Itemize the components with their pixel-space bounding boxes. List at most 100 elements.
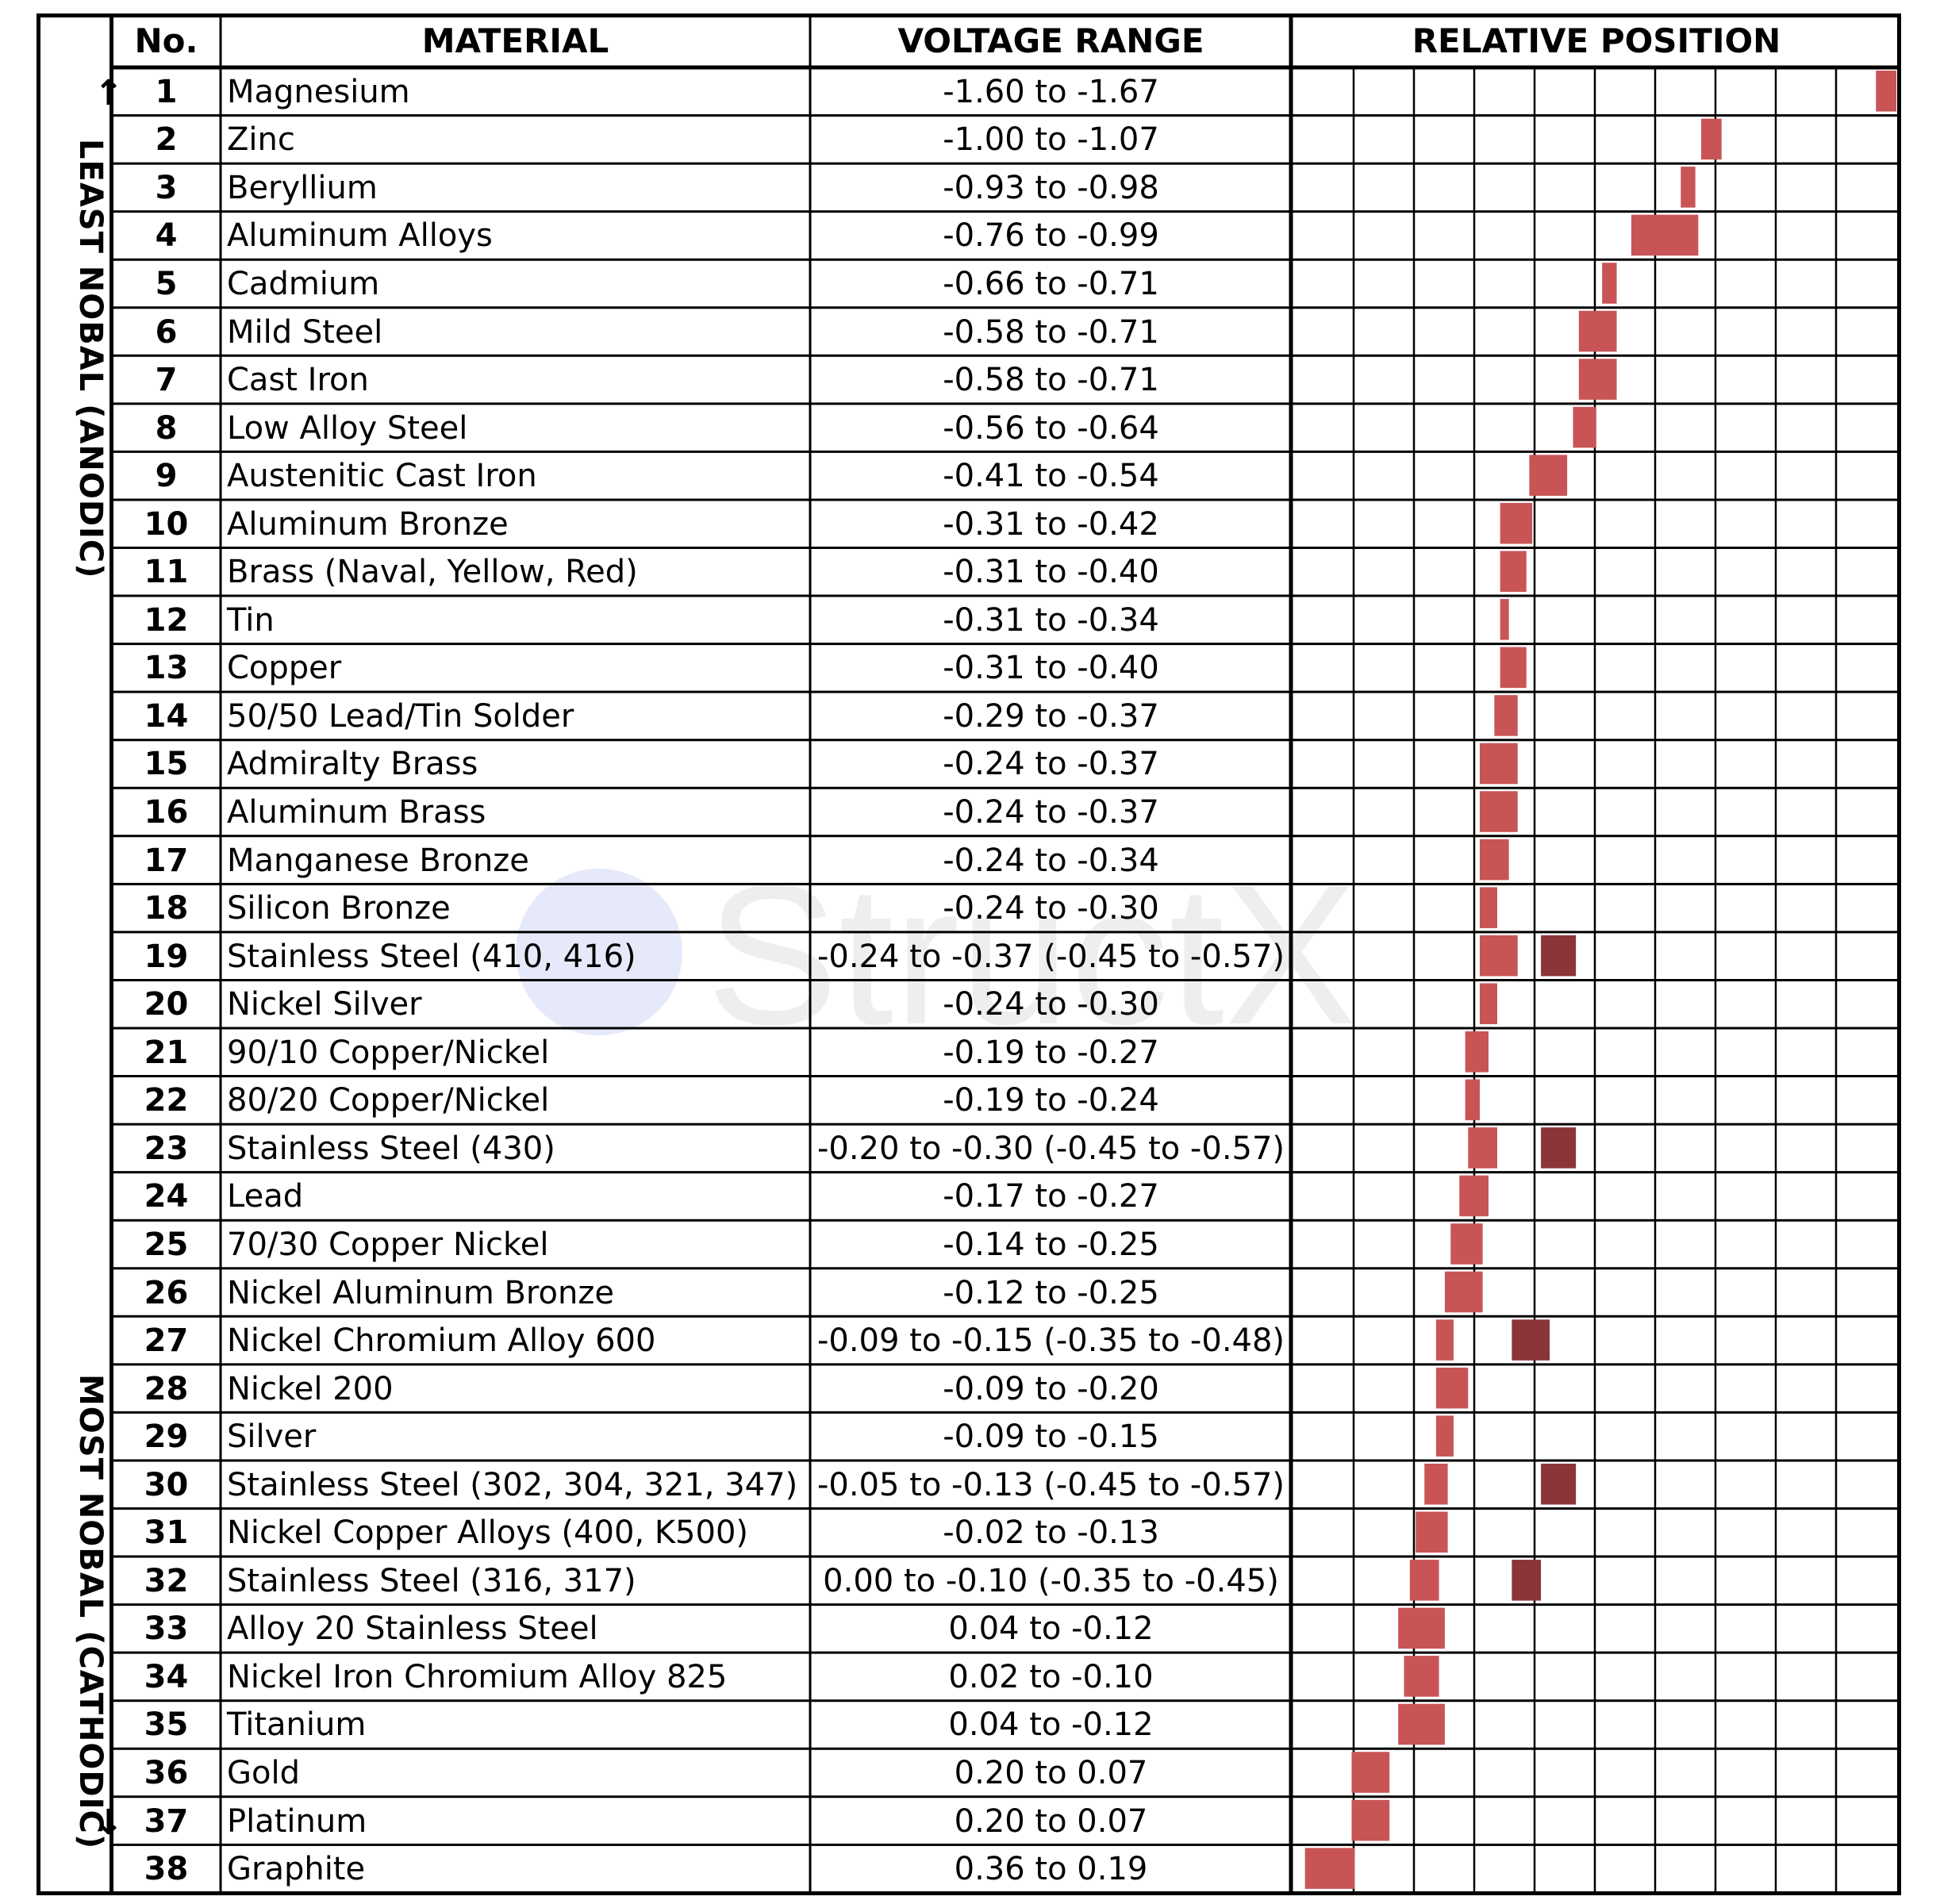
voltage-range: -0.29 to -0.37 bbox=[943, 697, 1159, 735]
voltage-bar bbox=[1398, 1607, 1445, 1649]
voltage-bar bbox=[1573, 406, 1596, 448]
voltage-bar bbox=[1435, 1367, 1469, 1409]
voltage-range: 0.04 to -0.12 bbox=[948, 1610, 1154, 1648]
voltage-bar bbox=[1479, 887, 1498, 928]
voltage-range: -0.05 to -0.13 (-0.45 to -0.57) bbox=[816, 1466, 1285, 1503]
voltage-bar bbox=[1494, 695, 1518, 736]
least-noble-label: LEAST NOBAL (ANODIC) bbox=[72, 139, 109, 579]
voltage-range: -0.02 to -0.13 bbox=[943, 1514, 1159, 1552]
down-arrow-icon: ↓ bbox=[94, 1802, 124, 1843]
material-name: Aluminum Brass bbox=[227, 794, 486, 831]
material-name: Nickel Silver bbox=[227, 986, 422, 1023]
material-name: Alloy 20 Stainless Steel bbox=[227, 1610, 598, 1648]
row-number: 30 bbox=[144, 1466, 189, 1503]
voltage-bar bbox=[1578, 359, 1617, 400]
material-name: Zinc bbox=[227, 121, 295, 159]
material-name: Aluminum Bronze bbox=[227, 505, 509, 543]
material-name: Nickel Iron Chromium Alloy 825 bbox=[227, 1658, 728, 1695]
row-number: 14 bbox=[144, 697, 189, 735]
voltage-bar bbox=[1435, 1415, 1454, 1457]
row-number: 18 bbox=[144, 890, 189, 927]
material-name: Stainless Steel (410, 416) bbox=[227, 938, 636, 975]
voltage-range: -0.24 to -0.34 bbox=[943, 842, 1159, 879]
voltage-bar bbox=[1500, 599, 1509, 640]
voltage-range: 0.36 to 0.19 bbox=[954, 1851, 1148, 1888]
voltage-range: -1.60 to -1.67 bbox=[943, 73, 1159, 110]
row-number: 13 bbox=[144, 650, 189, 687]
material-name: Gold bbox=[227, 1755, 300, 1792]
row-number: 1 bbox=[155, 73, 178, 110]
voltage-range: 0.02 to -0.10 bbox=[948, 1658, 1154, 1695]
voltage-bar bbox=[1500, 647, 1527, 689]
row-number: 37 bbox=[144, 1802, 189, 1840]
row-number: 4 bbox=[155, 217, 178, 255]
row-number: 12 bbox=[144, 601, 189, 639]
material-name: 50/50 Lead/Tin Solder bbox=[227, 697, 574, 735]
row-number: 32 bbox=[144, 1562, 189, 1599]
material-name: Low Alloy Steel bbox=[227, 409, 468, 447]
row-number: 6 bbox=[155, 313, 178, 351]
material-name: Nickel Chromium Alloy 600 bbox=[227, 1322, 656, 1360]
header-material: MATERIAL bbox=[421, 21, 609, 60]
voltage-range: -0.31 to -0.40 bbox=[943, 650, 1159, 687]
voltage-range: -0.93 to -0.98 bbox=[943, 169, 1159, 206]
voltage-range: -0.58 to -0.71 bbox=[943, 362, 1159, 399]
watermark-circle-icon bbox=[516, 869, 682, 1035]
material-name: Copper bbox=[227, 650, 342, 687]
voltage-bar bbox=[1351, 1799, 1390, 1841]
voltage-bar bbox=[1681, 167, 1696, 208]
voltage-bar bbox=[1465, 1031, 1489, 1073]
voltage-range: -0.41 to -0.54 bbox=[943, 458, 1159, 495]
voltage-range: 0.20 to 0.07 bbox=[954, 1802, 1148, 1840]
row-number: 7 bbox=[155, 362, 178, 399]
row-number: 10 bbox=[144, 505, 189, 543]
voltage-range: -0.58 to -0.71 bbox=[943, 313, 1159, 351]
material-name: Stainless Steel (316, 317) bbox=[227, 1562, 636, 1599]
material-name: Nickel 200 bbox=[227, 1370, 394, 1407]
voltage-bar bbox=[1602, 263, 1617, 304]
voltage-range: -0.66 to -0.71 bbox=[943, 265, 1159, 302]
material-name: Beryllium bbox=[227, 169, 378, 206]
voltage-range: -0.24 to -0.30 bbox=[943, 890, 1159, 927]
voltage-range: 0.04 to -0.12 bbox=[948, 1706, 1154, 1744]
voltage-bar bbox=[1450, 1223, 1483, 1265]
row-number: 23 bbox=[144, 1130, 189, 1167]
row-number: 25 bbox=[144, 1226, 189, 1263]
voltage-range: 0.00 to -0.10 (-0.35 to -0.45) bbox=[823, 1562, 1279, 1599]
up-arrow-icon: ↑ bbox=[94, 73, 124, 113]
row-number: 17 bbox=[144, 842, 189, 879]
material-name: Austenitic Cast Iron bbox=[227, 458, 537, 495]
material-name: Stainless Steel (302, 304, 321, 347) bbox=[227, 1466, 798, 1503]
voltage-range: -0.31 to -0.34 bbox=[943, 601, 1159, 639]
row-number: 34 bbox=[144, 1658, 189, 1695]
material-name: Aluminum Alloys bbox=[227, 217, 493, 255]
voltage-range: -0.09 to -0.15 (-0.35 to -0.48) bbox=[816, 1322, 1285, 1360]
row-number: 8 bbox=[155, 409, 178, 447]
active-voltage-bar bbox=[1541, 935, 1577, 977]
material-name: 80/20 Copper/Nickel bbox=[227, 1082, 550, 1119]
active-voltage-bar bbox=[1512, 1319, 1550, 1361]
voltage-bar bbox=[1479, 935, 1518, 977]
voltage-range: 0.20 to 0.07 bbox=[954, 1755, 1148, 1792]
voltage-bar bbox=[1479, 791, 1518, 832]
row-number: 27 bbox=[144, 1322, 189, 1360]
voltage-bar bbox=[1479, 839, 1509, 881]
voltage-bar bbox=[1459, 1175, 1489, 1217]
material-name: 70/30 Copper Nickel bbox=[227, 1226, 549, 1263]
table-grid-lines bbox=[109, 13, 1901, 1895]
voltage-bar bbox=[1500, 551, 1527, 593]
material-name: Silicon Bronze bbox=[227, 890, 451, 927]
voltage-bar bbox=[1701, 118, 1722, 160]
voltage-range: -0.19 to -0.27 bbox=[943, 1034, 1159, 1071]
row-number: 5 bbox=[155, 265, 178, 302]
voltage-range: -0.24 to -0.30 bbox=[943, 986, 1159, 1023]
header-relative-position: RELATIVE POSITION bbox=[1412, 21, 1781, 60]
voltage-bar bbox=[1404, 1656, 1439, 1697]
material-name: Nickel Copper Alloys (400, K500) bbox=[227, 1514, 749, 1552]
voltage-range: -0.09 to -0.15 bbox=[943, 1418, 1159, 1456]
row-number: 9 bbox=[155, 458, 178, 495]
row-number: 15 bbox=[144, 746, 189, 783]
voltage-range: -0.14 to -0.25 bbox=[943, 1226, 1159, 1263]
row-number: 28 bbox=[144, 1370, 189, 1407]
table-frame bbox=[36, 13, 1901, 1895]
